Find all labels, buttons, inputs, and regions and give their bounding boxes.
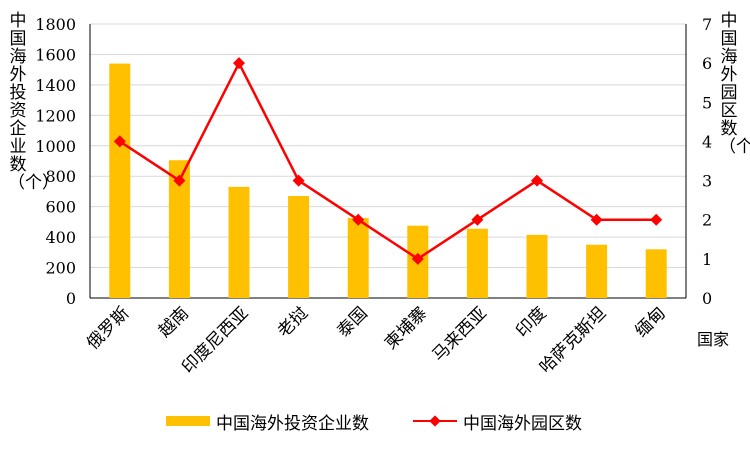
x-tick-label: 马来西亚 <box>429 303 491 365</box>
line-point <box>292 174 305 187</box>
x-tick-label: 缅甸 <box>632 303 670 341</box>
bar <box>526 234 548 298</box>
bar <box>168 160 190 298</box>
x-tick-label: 越南 <box>155 303 193 341</box>
legend-bar-swatch <box>166 416 210 426</box>
y-tick-label-left: 1000 <box>35 137 76 156</box>
legend-label-bars: 中国海外投资企业数 <box>216 413 369 434</box>
x-tick-label: 印度 <box>512 303 550 341</box>
bar <box>586 244 608 298</box>
x-tick-label: 俄罗斯 <box>83 303 133 353</box>
line-point <box>471 213 484 226</box>
line-point <box>233 57 245 70</box>
y-tick-label-left: 1600 <box>35 45 76 64</box>
y-tick-label-left: 1200 <box>35 106 76 125</box>
line-point <box>173 174 186 187</box>
y-tick-label-left: 1400 <box>35 76 76 95</box>
y-axis-left-label: 中国海外投资企业数（个） <box>8 11 59 193</box>
y-tick-label-left: 0 <box>66 289 76 308</box>
bar <box>109 63 131 299</box>
bar <box>466 228 488 298</box>
x-tick-label: 柬埔寨 <box>381 303 431 353</box>
line-point <box>650 213 663 226</box>
bar <box>645 249 667 298</box>
x-tick-label: 泰国 <box>334 303 372 341</box>
y-tick-label-left: 1800 <box>35 15 76 34</box>
y-tick-label-left: 800 <box>45 167 76 186</box>
y-tick-label-left: 200 <box>45 259 76 278</box>
legend-label-line: 中国海外园区数 <box>463 413 582 434</box>
series-line <box>119 61 657 261</box>
y-tick-label-right: 0 <box>702 289 712 308</box>
y-tick-label-right: 4 <box>702 132 712 151</box>
line-point <box>113 135 126 148</box>
line-point <box>531 174 543 187</box>
bar <box>347 218 369 298</box>
y-tick-label-left: 600 <box>45 198 76 217</box>
y-tick-label-right: 6 <box>702 54 712 73</box>
line-point <box>590 213 603 226</box>
y-axis-right-label: 中国海外园区数（个） <box>719 11 750 157</box>
y-tick-label-right: 7 <box>702 15 712 34</box>
y-tick-label-right: 2 <box>702 211 712 230</box>
y-tick-label-right: 5 <box>702 93 712 112</box>
x-axis-label: 国家 <box>697 330 730 349</box>
line-point <box>352 213 365 226</box>
bar <box>228 186 250 298</box>
legend-line-swatch <box>413 415 457 427</box>
bar <box>288 196 310 298</box>
y-tick-label-right: 3 <box>702 172 712 191</box>
legend-item-bars: 中国海外投资企业数 <box>166 409 369 434</box>
legend-item-line: 中国海外园区数 <box>413 409 582 434</box>
y-tick-label-right: 1 <box>702 250 712 269</box>
y-tick-label-left: 400 <box>45 228 76 247</box>
x-tick-label: 老挝 <box>274 303 312 341</box>
line-point <box>411 252 424 265</box>
legend: 中国海外投资企业数 中国海外园区数 <box>166 408 626 434</box>
